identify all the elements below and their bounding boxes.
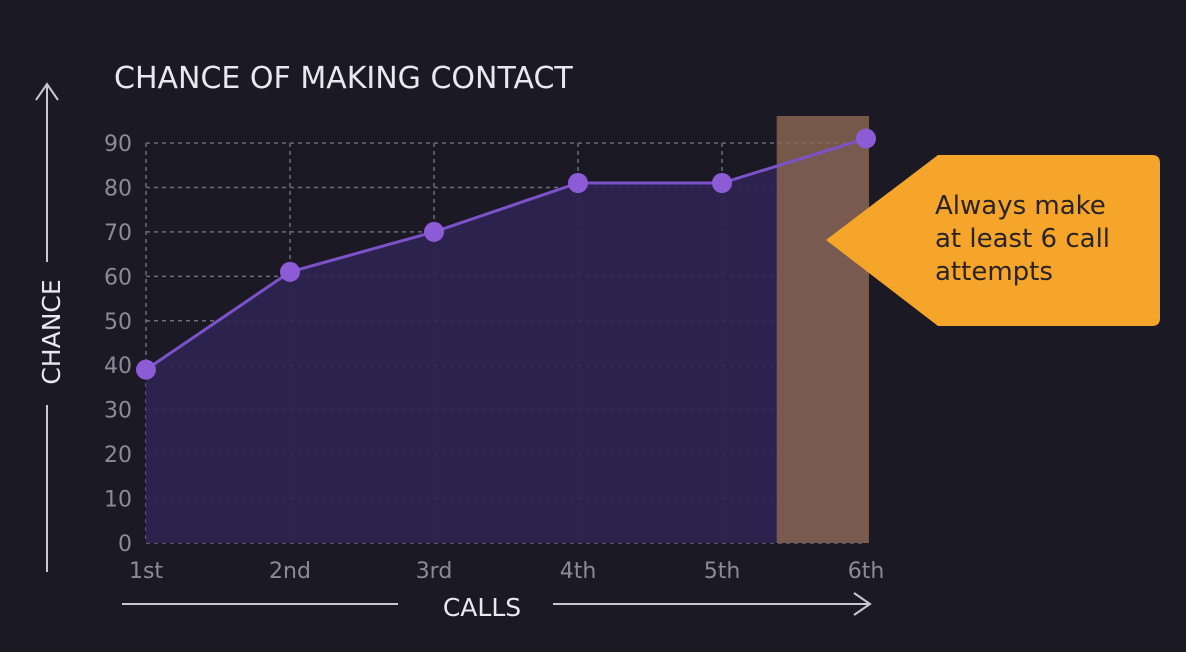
x-tick-label: 6th — [848, 559, 885, 584]
y-tick-label: 50 — [104, 310, 132, 335]
x-axis-title: CALLS — [443, 593, 521, 622]
data-point — [280, 261, 300, 282]
x-axis-arrow-head — [853, 592, 872, 616]
x-tick-label: 2nd — [269, 559, 311, 584]
x-tick-label: 5th — [704, 559, 741, 584]
area-layer — [146, 138, 866, 544]
callout-line-1: Always make — [935, 191, 1106, 221]
highlight-layer — [776, 116, 869, 543]
callout-line-3: attempts — [935, 257, 1053, 287]
callout: Always make at least 6 call attempts — [826, 155, 1160, 326]
callout-shape — [826, 155, 1160, 326]
data-point — [856, 128, 876, 149]
data-point — [424, 221, 444, 242]
data-point — [568, 173, 588, 193]
highlight-band — [776, 116, 869, 543]
data-point — [712, 173, 732, 193]
y-tick-label: 20 — [104, 443, 132, 468]
callout-line-2: at least 6 call — [935, 224, 1110, 254]
y-axis-title: CHANCE — [37, 279, 66, 384]
y-tick-label: 40 — [104, 354, 132, 379]
y-tick-label: 80 — [104, 176, 132, 201]
x-tick-label: 4th — [560, 559, 597, 584]
y-tick-label: 90 — [104, 132, 132, 157]
x-tick-labels: 1st 2nd 3rd 4th 5th 6th — [129, 559, 884, 584]
y-tick-label: 70 — [104, 221, 132, 246]
point-layer — [136, 128, 876, 380]
y-axis-arrow-head — [35, 82, 59, 101]
area-fill — [146, 138, 866, 544]
x-tick-label: 1st — [129, 559, 163, 584]
y-tick-label: 10 — [104, 488, 132, 513]
chart-title: CHANCE OF MAKING CONTACT — [114, 61, 573, 96]
y-tick-label: 60 — [104, 265, 132, 290]
y-tick-labels: 0 10 20 30 40 50 60 70 80 90 — [104, 132, 132, 557]
y-tick-label: 30 — [104, 399, 132, 424]
line-layer — [145, 137, 867, 371]
x-tick-label: 3rd — [416, 559, 453, 584]
y-tick-label: 0 — [118, 532, 132, 557]
series-line — [145, 137, 867, 371]
data-point — [136, 359, 156, 380]
